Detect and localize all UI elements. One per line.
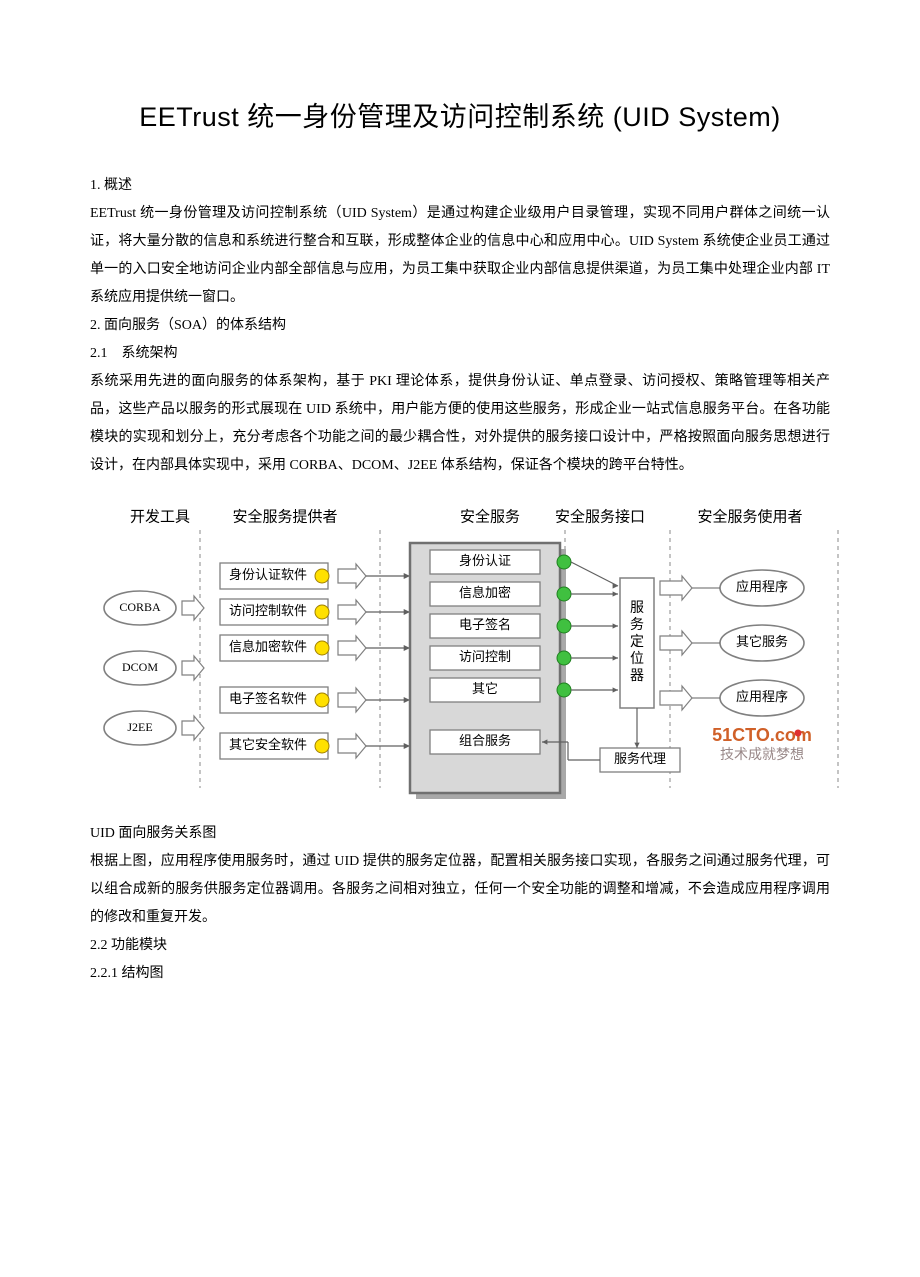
svg-text:电子签名软件: 电子签名软件	[229, 691, 307, 706]
post-diagram-para: 根据上图，应用程序使用服务时，通过 UID 提供的服务定位器，配置相关服务接口实…	[90, 848, 830, 932]
svg-text:服务代理: 服务代理	[614, 751, 666, 766]
svg-text:访问控制: 访问控制	[459, 649, 511, 664]
diagram-caption: UID 面向服务关系图	[90, 820, 830, 848]
section-2-2-heading: 2.2 功能模块	[90, 932, 830, 960]
svg-text:信息加密: 信息加密	[459, 585, 511, 600]
svg-text:其它服务: 其它服务	[736, 634, 788, 649]
svg-text:CORBA: CORBA	[119, 600, 161, 614]
svg-text:J2EE: J2EE	[127, 720, 152, 734]
svg-text:其它: 其它	[472, 681, 498, 696]
svg-text:安全服务提供者: 安全服务提供者	[232, 507, 337, 525]
svg-text:器: 器	[630, 669, 644, 684]
soa-architecture-diagram: 开发工具 安全服务提供者 安全服务 安全服务接口 安全服务使用者 CORBA DCOM J2E…	[90, 488, 840, 816]
section-2-2-1-heading: 2.2.1 结构图	[90, 960, 830, 988]
section-1-para: EETrust 统一身份管理及访问控制系统（UID System）是通过构建企业…	[90, 200, 830, 312]
svg-text:服: 服	[630, 601, 644, 616]
section-2-1-para: 系统采用先进的面向服务的体系架构，基于 PKI 理论体系，提供身份认证、单点登录…	[90, 368, 830, 480]
document-body: 1. 概述 EETrust 统一身份管理及访问控制系统（UID System）是…	[90, 172, 830, 988]
svg-text:开发工具: 开发工具	[130, 508, 190, 525]
svg-text:务: 务	[630, 617, 644, 633]
svg-text:安全服务: 安全服务	[460, 507, 520, 525]
svg-text:身份认证: 身份认证	[459, 553, 511, 568]
page-title: EETrust 统一身份管理及访问控制系统 (UID System)	[90, 95, 830, 134]
svg-text:位: 位	[630, 651, 644, 667]
svg-text:技术成就梦想: 技术成就梦想	[720, 747, 804, 763]
svg-text:身份认证软件: 身份认证软件	[229, 567, 307, 582]
svg-text:安全服务接口: 安全服务接口	[555, 507, 645, 525]
svg-text:DCOM: DCOM	[122, 660, 158, 674]
svg-text:定: 定	[630, 634, 644, 650]
svg-text:安全服务使用者: 安全服务使用者	[697, 507, 802, 525]
svg-text:信息加密软件: 信息加密软件	[229, 639, 307, 654]
section-1-heading: 1. 概述	[90, 172, 830, 200]
svg-text:其它安全软件: 其它安全软件	[229, 737, 307, 752]
svg-text:访问控制软件: 访问控制软件	[229, 603, 307, 618]
svg-text:组合服务: 组合服务	[459, 733, 511, 748]
svg-text:电子签名: 电子签名	[459, 617, 511, 632]
section-2-heading: 2. 面向服务（SOA）的体系结构	[90, 312, 830, 340]
svg-text:应用程序: 应用程序	[736, 689, 788, 704]
svg-text:应用程序: 应用程序	[736, 579, 788, 594]
section-2-1-heading: 2.1 系统架构	[90, 340, 830, 368]
